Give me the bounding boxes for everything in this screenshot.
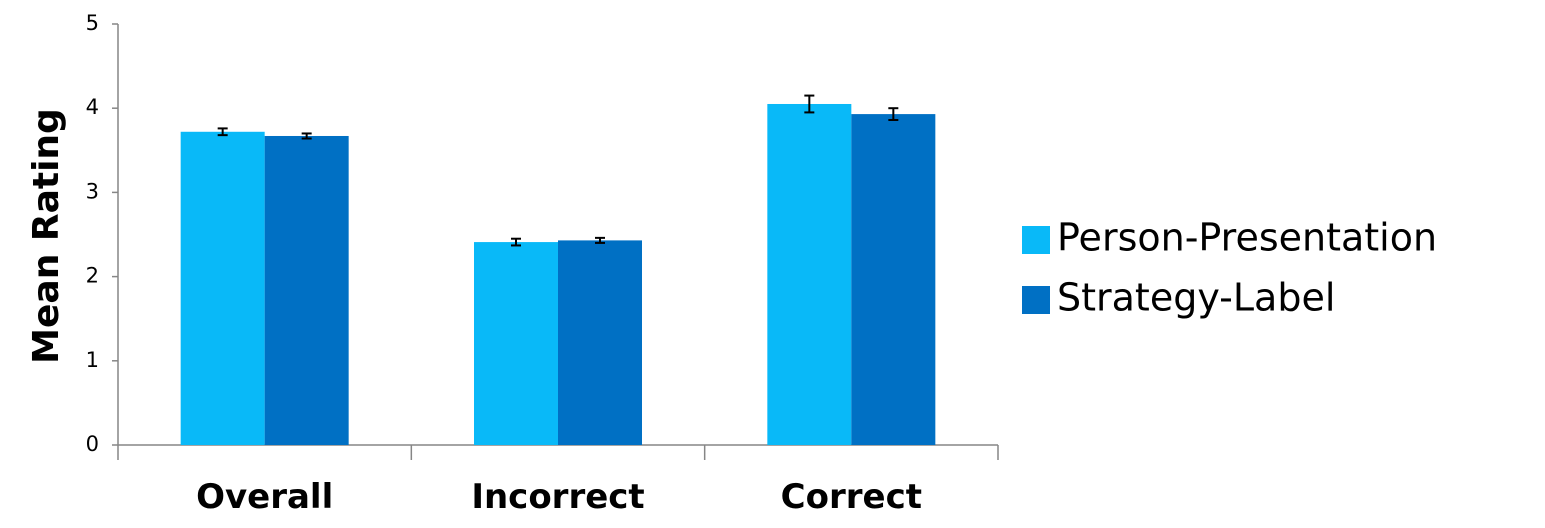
- error-bar: [804, 94, 815, 114]
- y-tick-label: 0: [86, 432, 99, 456]
- legend: Person-Presentation Strategy-Label: [1022, 216, 1437, 320]
- error-bar: [217, 127, 228, 137]
- x-category-label: Incorrect: [471, 477, 644, 517]
- bar-strategy-label-incorrect: [558, 240, 642, 445]
- y-tick-label: 5: [86, 11, 99, 35]
- legend-swatch: [1022, 226, 1050, 254]
- y-tick-label: 2: [86, 264, 99, 288]
- x-category-label: Correct: [781, 477, 922, 517]
- plot-area: 0 1 2 3 4 5 Overall Incorrect Correct: [86, 11, 999, 517]
- y-tick-label: 3: [86, 179, 99, 203]
- legend-label: Person-Presentation: [1057, 216, 1437, 260]
- bar-strategy-label-overall: [264, 135, 349, 445]
- y-tick-label: 4: [86, 95, 99, 119]
- bar-person-presentation-correct: [767, 103, 852, 446]
- error-bar: [595, 236, 605, 244]
- error-bar: [888, 107, 899, 121]
- bar-person-presentation-overall: [180, 131, 265, 445]
- bar-strategy-label-correct: [851, 114, 936, 446]
- y-tick-label: 1: [86, 348, 99, 372]
- error-bar: [301, 132, 312, 140]
- x-category-label: Overall: [196, 477, 333, 517]
- y-axis-title: Mean Rating: [26, 108, 67, 364]
- bar-person-presentation-incorrect: [474, 242, 558, 445]
- error-bar: [511, 237, 521, 247]
- legend-label: Strategy-Label: [1057, 276, 1335, 320]
- legend-swatch: [1022, 286, 1050, 314]
